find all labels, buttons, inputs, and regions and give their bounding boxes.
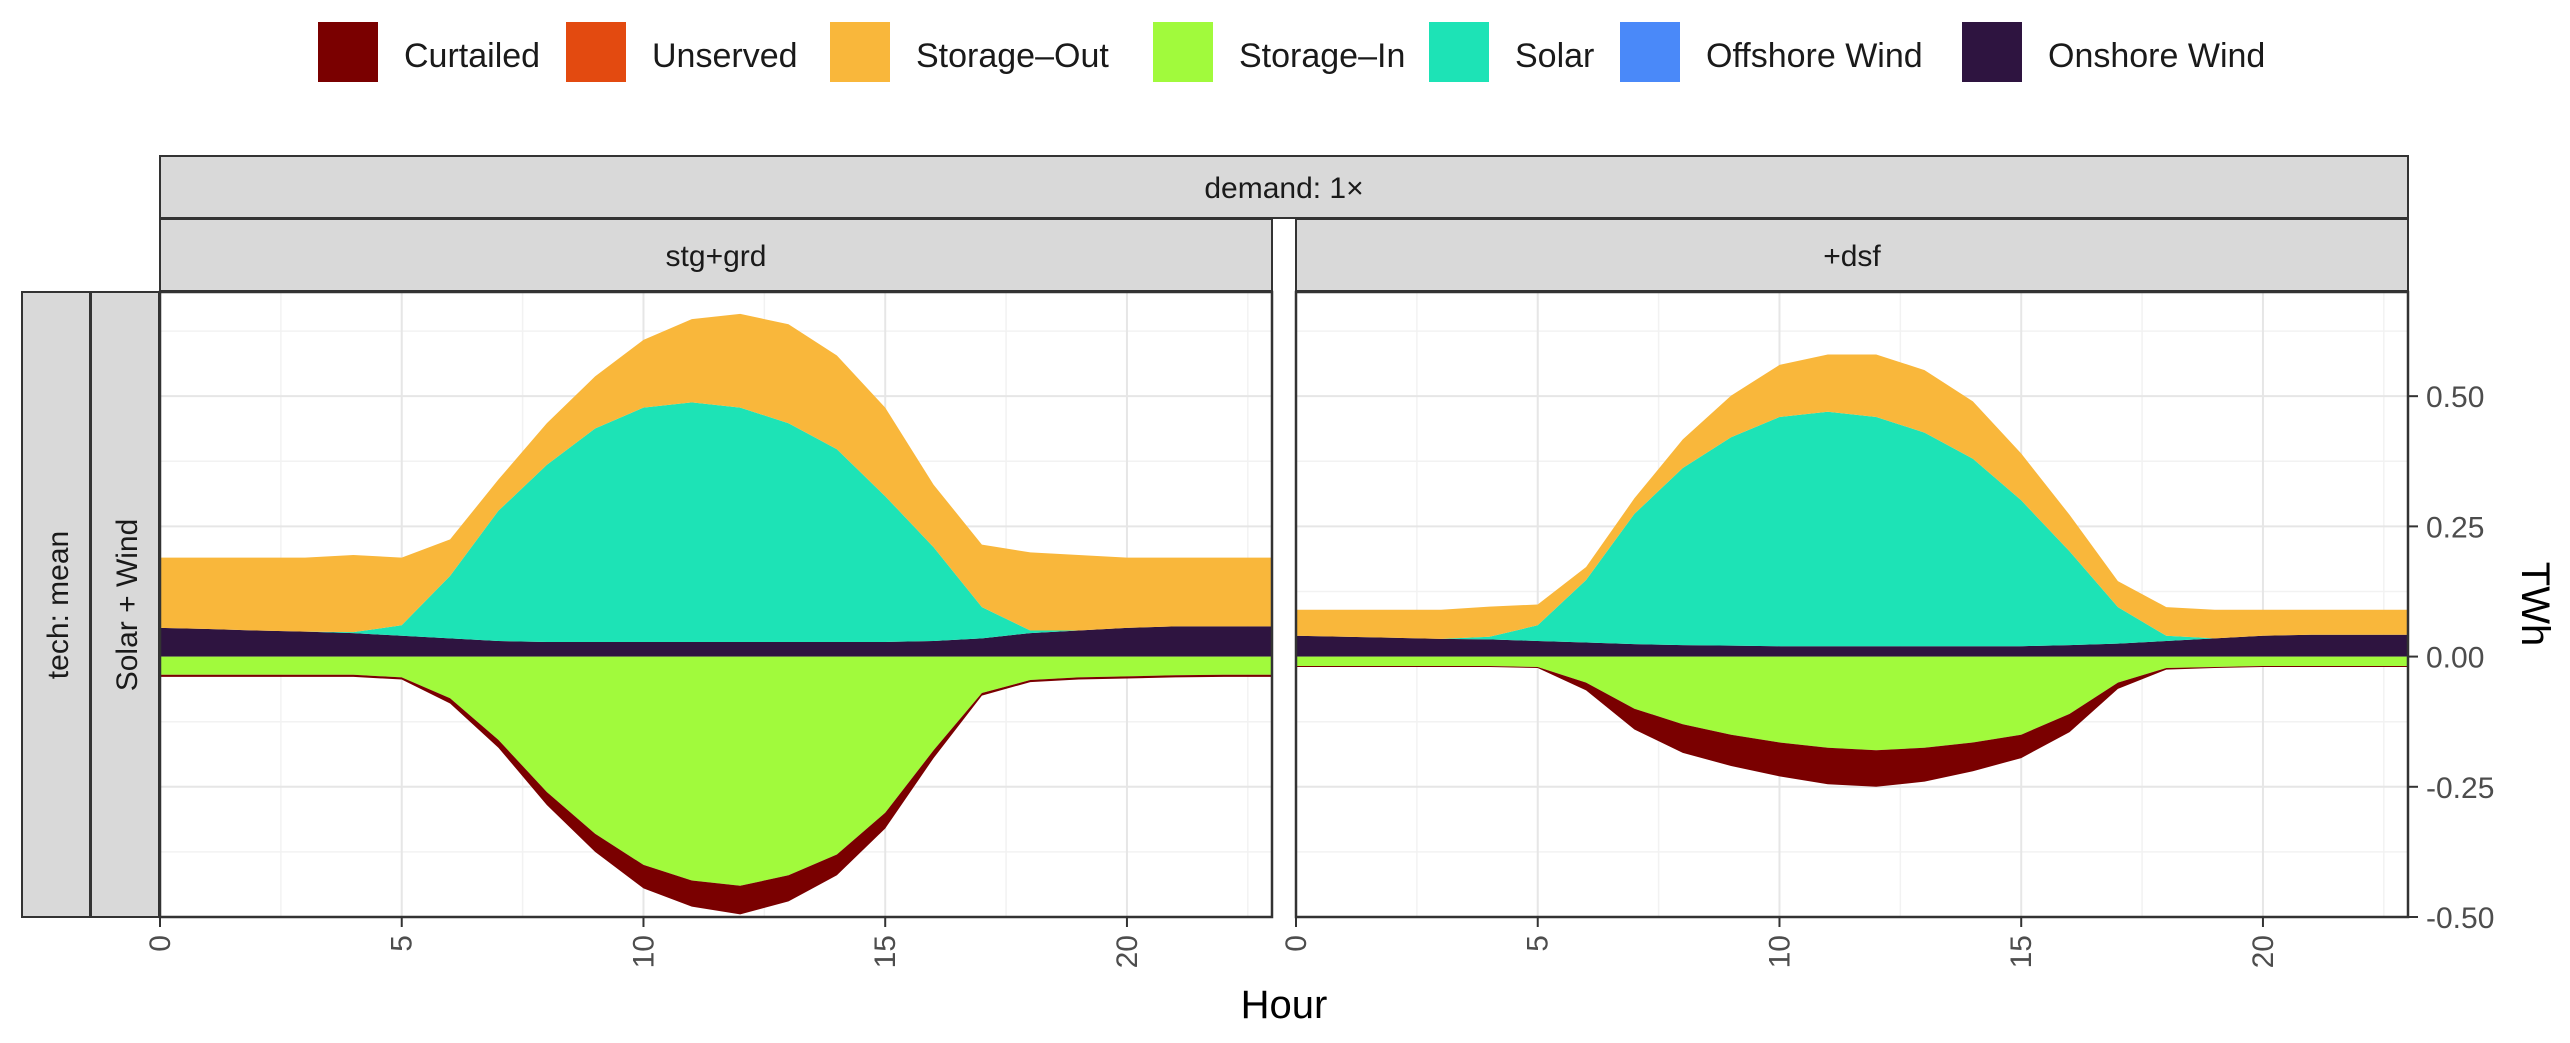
legend-swatch-offshore-wind xyxy=(1620,22,1680,82)
legend-swatch-solar xyxy=(1429,22,1489,82)
x-tick-label: 20 xyxy=(2247,935,2280,968)
area-storage-out xyxy=(160,313,1272,633)
x-tick-label: 20 xyxy=(1111,935,1144,968)
legend-swatch-storage-in xyxy=(1153,22,1213,82)
panel-dsf: +dsf 0 5 10 15 20 xyxy=(1280,218,2410,968)
x-axis-stg-grd: 0 5 10 15 20 xyxy=(144,917,1144,968)
panel-border xyxy=(1294,290,2410,919)
x-tick-label: 5 xyxy=(1522,935,1555,952)
area-storage-in xyxy=(1296,656,2408,751)
area-onshore-wind xyxy=(1296,634,2408,657)
legend-label-unserved: Unserved xyxy=(652,37,798,75)
legend-label-solar: Solar xyxy=(1515,37,1594,75)
area-storage-in xyxy=(160,656,1272,886)
left-strip-outer xyxy=(21,291,91,918)
top-strip-label: demand: 1× xyxy=(1204,172,1363,205)
legend-label-offshore-wind: Offshore Wind xyxy=(1706,37,1923,75)
y-tick-label: -0.25 xyxy=(2426,772,2494,805)
left-strip-inner-label: Solar + Wind xyxy=(111,519,144,692)
x-tick-label: 15 xyxy=(869,935,902,968)
legend-label-storage-out: Storage–Out xyxy=(916,37,1109,75)
y-axis-title: TWh xyxy=(2513,562,2557,646)
legend-label-curtailed: Curtailed xyxy=(404,37,540,75)
x-tick-label: 5 xyxy=(386,935,419,952)
y-tick-label: -0.50 xyxy=(2426,902,2494,935)
panel-border xyxy=(158,290,1274,919)
y-axis: -0.50 -0.25 0.00 0.25 0.50 xyxy=(2408,381,2494,935)
legend-label-storage-in: Storage–In xyxy=(1239,37,1405,75)
y-tick-label: 0.00 xyxy=(2426,642,2484,675)
area-solar xyxy=(160,402,1272,642)
legend-swatch-unserved xyxy=(566,22,626,82)
facet-strips: demand: 1× tech: mean Solar + Wind xyxy=(21,155,2409,918)
area-onshore-wind xyxy=(160,626,1272,657)
area-series xyxy=(1296,354,2408,787)
left-strip-outer-label: tech: mean xyxy=(42,531,75,679)
legend-swatch-storage-out xyxy=(830,22,890,82)
x-tick-label: 10 xyxy=(1763,935,1796,968)
legend-swatch-curtailed xyxy=(318,22,378,82)
x-axis-title: Hour xyxy=(1241,983,1328,1027)
area-storage-out xyxy=(1296,354,2408,639)
legend-swatch-onshore-wind xyxy=(1962,22,2022,82)
x-tick-label: 0 xyxy=(144,935,177,952)
top-strip xyxy=(159,155,2409,219)
x-axis-dsf: 0 5 10 15 20 xyxy=(1280,917,2280,968)
legend: Curtailed Unserved Storage–Out Storage–In So… xyxy=(318,22,2265,82)
legend-label-onshore-wind: Onshore Wind xyxy=(2048,37,2265,75)
panel-strip-label-stg-grd: stg+grd xyxy=(666,240,767,273)
panel-stg-grd: stg+grd 0 5 10 15 20 xyxy=(144,218,1274,968)
x-tick-label: 10 xyxy=(627,935,660,968)
y-tick-label: 0.25 xyxy=(2426,511,2484,544)
x-tick-label: 0 xyxy=(1280,935,1313,952)
x-tick-label: 15 xyxy=(2005,935,2038,968)
area-solar xyxy=(1296,411,2408,647)
panels: stg+grd 0 5 10 15 20 +dsf 0 5 10 15 20 xyxy=(144,218,2410,968)
area-curtailed xyxy=(1296,666,2408,787)
y-tick-label: 0.50 xyxy=(2426,381,2484,414)
panel-strip-label-dsf: +dsf xyxy=(1823,240,1881,273)
area-series xyxy=(160,313,1272,915)
panel-strip-dsf xyxy=(1295,218,2409,292)
